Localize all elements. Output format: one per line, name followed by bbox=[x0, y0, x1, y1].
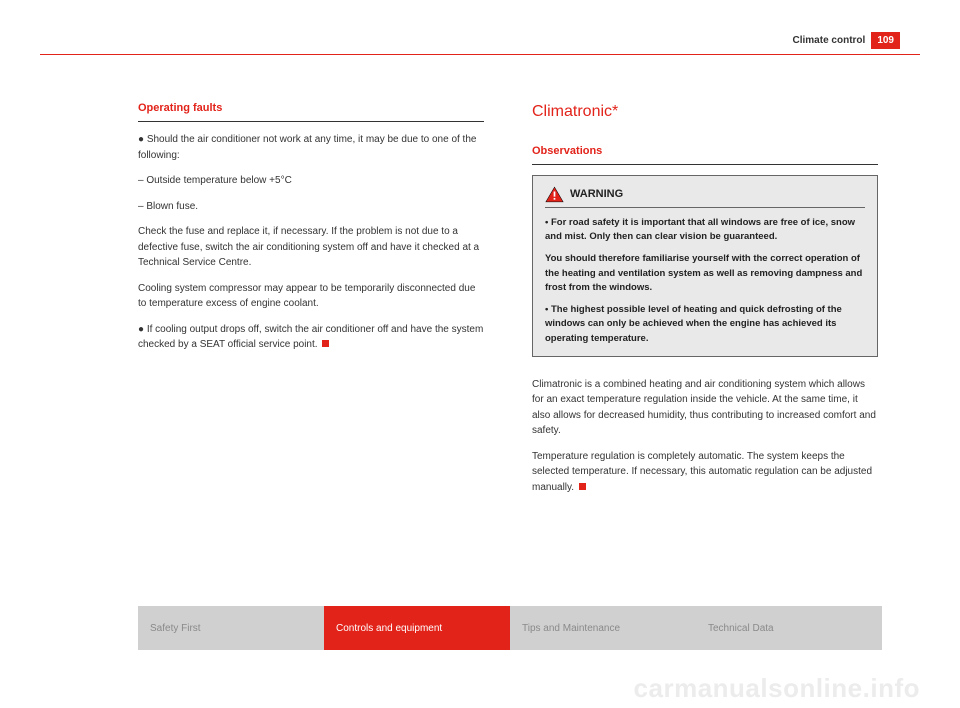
heading-rule bbox=[532, 164, 878, 165]
warning-header: WARNING bbox=[545, 186, 865, 208]
body-text: Climatronic is a combined heating and ai… bbox=[532, 377, 878, 439]
watermark: carmanualsonline.info bbox=[634, 673, 920, 704]
warning-box: WARNING • For road safety it is importan… bbox=[532, 175, 878, 357]
tab-tips-maintenance[interactable]: Tips and Maintenance bbox=[510, 606, 696, 650]
header-rule bbox=[40, 54, 920, 55]
body-text: Cooling system compressor may appear to … bbox=[138, 281, 484, 312]
body-text: ● Should the air conditioner not work at… bbox=[138, 132, 484, 163]
warning-text: • For road safety it is important that a… bbox=[545, 216, 865, 245]
body-text: – Outside temperature below +5°C bbox=[138, 173, 484, 189]
warning-text: You should therefore familiarise yoursel… bbox=[545, 252, 865, 295]
section-name: Climate control bbox=[793, 35, 866, 46]
warning-text: • The highest possible level of heating … bbox=[545, 303, 865, 346]
body-text: Check the fuse and replace it, if necess… bbox=[138, 224, 484, 271]
page-header: Climate control 109 bbox=[793, 32, 900, 49]
tab-technical-data[interactable]: Technical Data bbox=[696, 606, 882, 650]
tab-safety-first[interactable]: Safety First bbox=[138, 606, 324, 650]
heading-rule bbox=[138, 121, 484, 122]
end-square-icon bbox=[579, 483, 586, 490]
footer-tabs: Safety First Controls and equipment Tips… bbox=[138, 606, 882, 650]
left-heading: Operating faults bbox=[138, 100, 484, 117]
end-square-icon bbox=[322, 340, 329, 347]
left-column: Operating faults ● Should the air condit… bbox=[138, 100, 484, 505]
body-text: – Blown fuse. bbox=[138, 199, 484, 215]
tab-controls-equipment[interactable]: Controls and equipment bbox=[324, 606, 510, 650]
body-text: Temperature regulation is completely aut… bbox=[532, 449, 878, 496]
right-title: Climatronic* bbox=[532, 100, 878, 125]
right-column: Climatronic* Observations WARNING • For … bbox=[532, 100, 878, 505]
content-area: Operating faults ● Should the air condit… bbox=[138, 100, 878, 505]
right-subheading: Observations bbox=[532, 143, 878, 160]
page-number: 109 bbox=[871, 32, 900, 49]
warning-triangle-icon bbox=[545, 186, 564, 203]
body-text-inline: ● If cooling output drops off, switch th… bbox=[138, 324, 483, 351]
body-text: ● If cooling output drops off, switch th… bbox=[138, 322, 484, 353]
warning-label: WARNING bbox=[570, 186, 623, 203]
